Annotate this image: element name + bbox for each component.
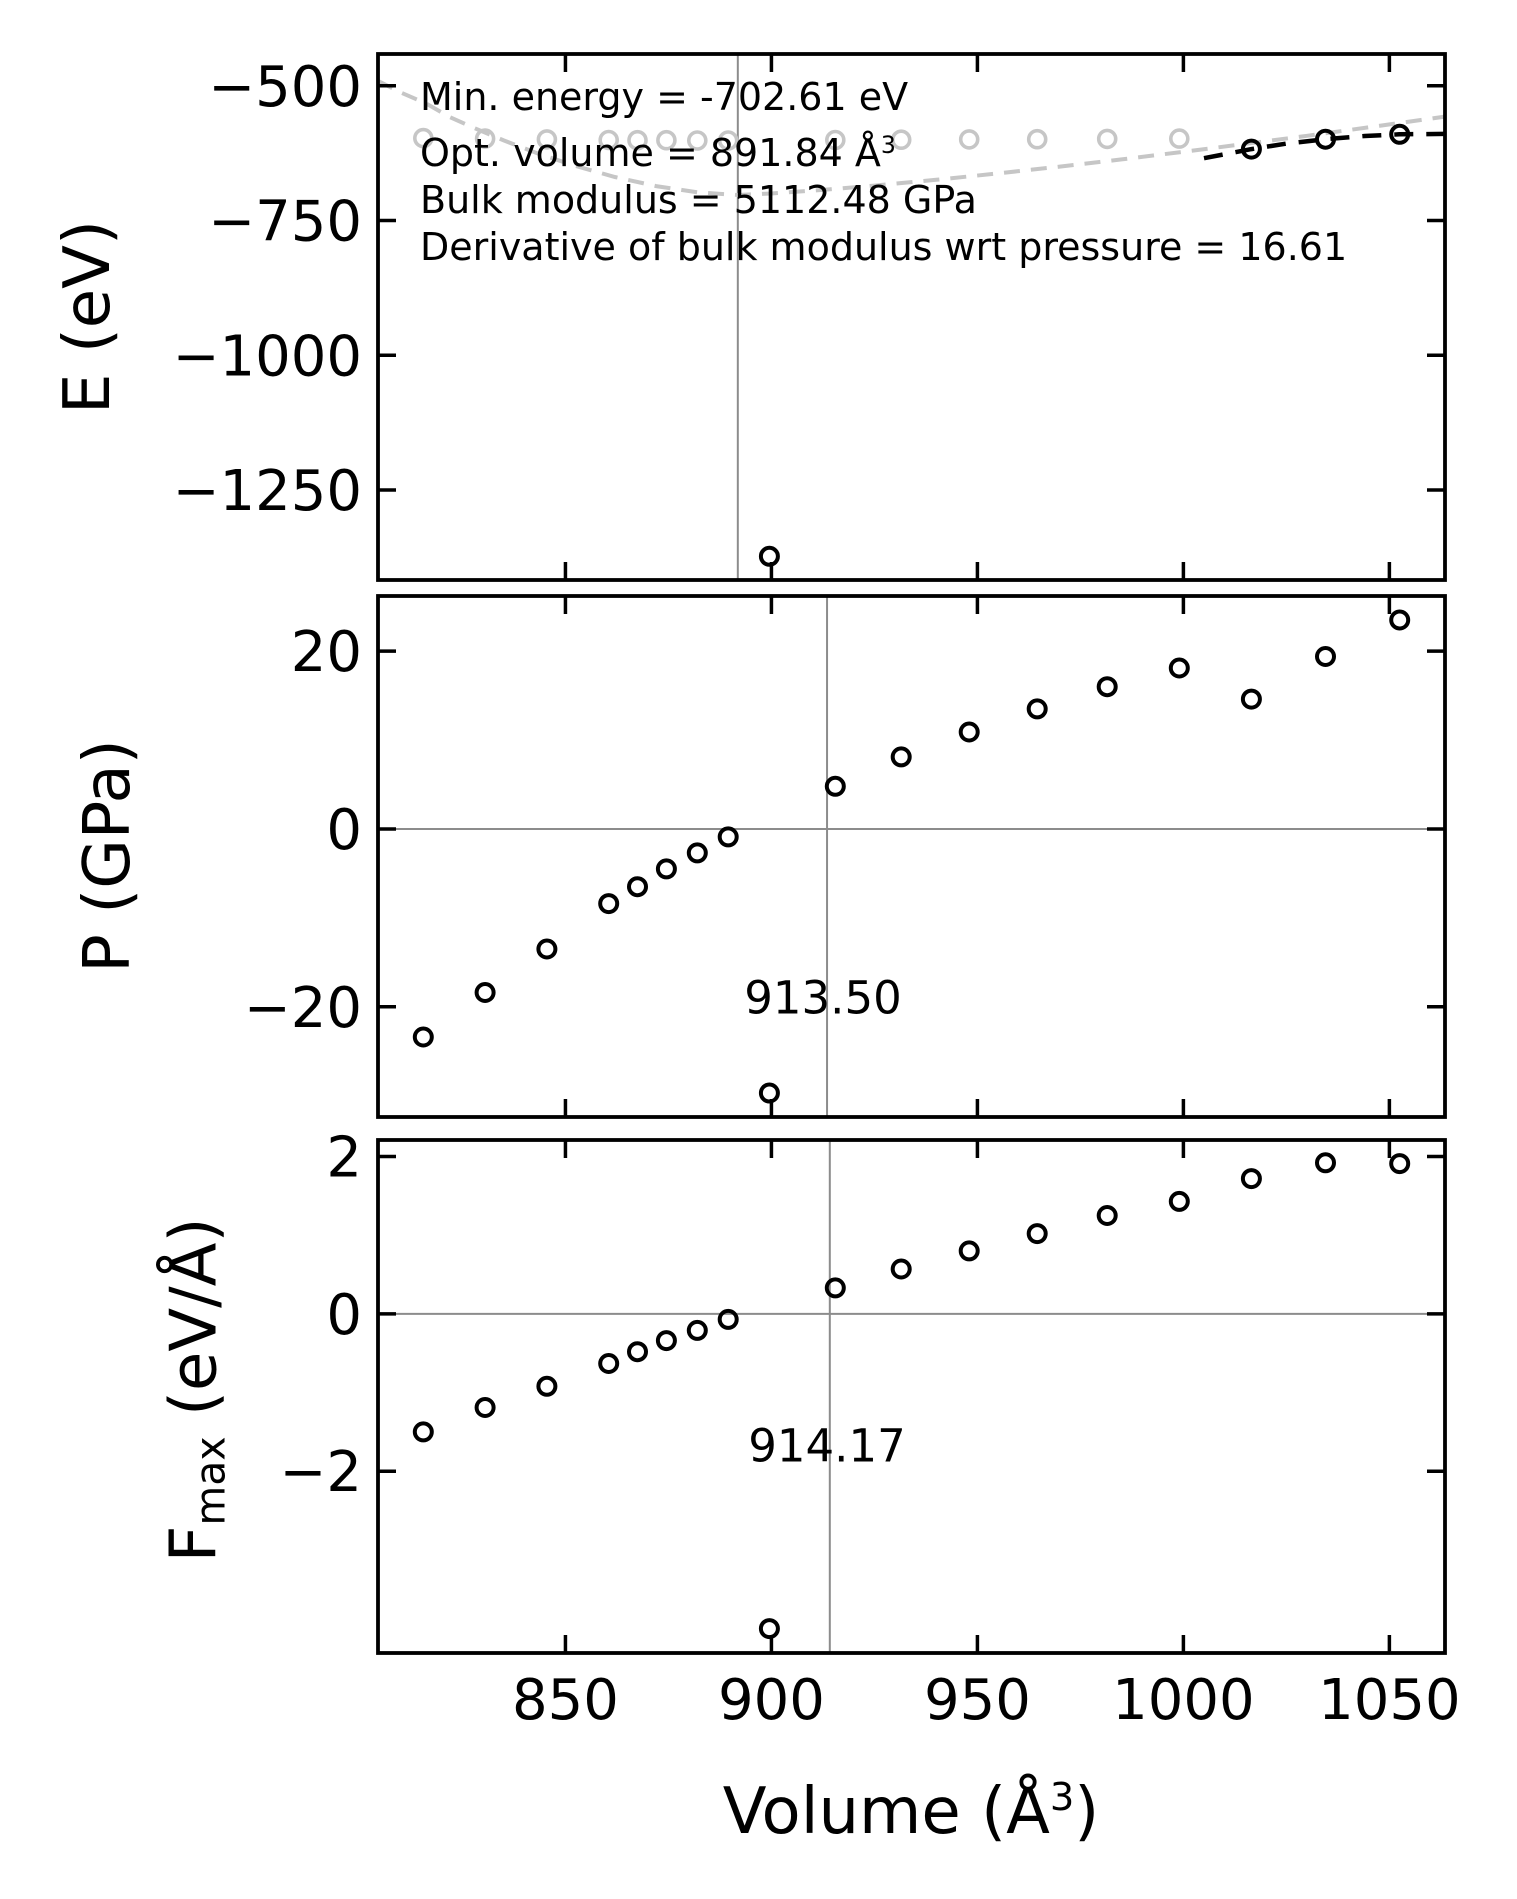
pressure-ytick-label: −20 (244, 976, 362, 1041)
energy-scan-gray-marker (824, 129, 846, 151)
energy-ytick-label: −1000 (173, 324, 362, 389)
force-points-marker (412, 1421, 434, 1443)
energy-scan-gray-marker (1169, 128, 1190, 149)
pressure-points-marker (655, 858, 677, 880)
local-fit-line (1203, 131, 1446, 161)
pressure-points-marker (1096, 676, 1118, 698)
energy-spines (376, 52, 1447, 582)
force-ytick-label: 0 (326, 1283, 362, 1348)
energy-scan-gray-marker (890, 129, 912, 150)
force-ytick-label: −2 (279, 1440, 362, 1505)
pressure-points-marker (598, 893, 620, 915)
pressure-points-marker (536, 938, 558, 960)
force-points-marker (686, 1319, 708, 1341)
pressure-points-marker (1389, 609, 1411, 631)
pressure-points-marker (686, 842, 708, 864)
eos-fit-curve (377, 79, 1446, 198)
energy-scan-gray-marker (958, 129, 980, 150)
energy-scan-gray-marker (474, 128, 496, 149)
pressure-points-marker (758, 1082, 780, 1104)
pressure-points-marker (1315, 646, 1336, 667)
energy-scan-gray-marker (536, 129, 558, 150)
pressure-points-marker (824, 775, 846, 797)
energy-scan-gray-marker (1026, 128, 1048, 150)
force-points-marker (1240, 1168, 1262, 1190)
x-axis-tick-label: 850 (512, 1668, 619, 1733)
force-spines (376, 1138, 1447, 1655)
energy-scan-gray-marker (686, 130, 708, 151)
force-points-marker (1315, 1152, 1336, 1174)
energy-scan-black-marker (1240, 138, 1262, 160)
force-points-marker (1026, 1223, 1048, 1245)
force-points-marker (758, 1618, 780, 1640)
energy-scan-gray-marker (627, 129, 648, 151)
panel-pressure: 20 0 −20 (244, 594, 1447, 1119)
pressure-ytick-label: 0 (326, 798, 362, 863)
force-ytick-label: 2 (326, 1126, 362, 1191)
energy-ytick-label: −750 (208, 190, 362, 255)
force-points-marker (717, 1308, 739, 1330)
force-points-marker (1096, 1205, 1118, 1226)
force-points-marker (824, 1277, 846, 1299)
panel-force: 2 0 −2 850 900 950 1000 1050 (279, 1126, 1460, 1733)
x-axis-tick-label: 950 (924, 1668, 1031, 1733)
energy-scan-black-marker (1389, 123, 1411, 145)
pressure-points-marker (717, 826, 739, 848)
pressure-points-marker (958, 721, 980, 743)
force-points-marker (536, 1375, 558, 1397)
energy-scan-gray-marker (656, 129, 677, 151)
energy-scan-gray-marker (1096, 128, 1118, 150)
force-points-marker (655, 1330, 677, 1352)
panel-energy: −500 −750 −1000 −1250 (173, 52, 1447, 582)
force-points-marker (598, 1353, 620, 1374)
x-axis-tick-label: 1000 (1112, 1668, 1255, 1733)
pressure-points-marker (890, 746, 912, 768)
y-axis-title-pressure: P (GPa) (71, 739, 145, 973)
pressure-points-marker (1240, 688, 1262, 710)
pressure-points-marker (412, 1026, 434, 1048)
pressure-points-marker (1168, 657, 1190, 679)
annotation-bulk-modulus: Bulk modulus = 5112.48 GPa (420, 177, 977, 222)
pressure-spines (376, 594, 1447, 1119)
y-axis-title-energy: E (eV) (51, 220, 125, 414)
force-points-marker (890, 1258, 912, 1280)
energy-scan-black-marker (1315, 128, 1336, 150)
energy-scan-gray-marker (412, 127, 434, 149)
annotation-bulk-modulus-derivative: Derivative of bulk modulus wrt pressure … (420, 225, 1348, 270)
x-axis-tick-label: 1050 (1318, 1668, 1461, 1733)
force-points-marker (627, 1341, 648, 1363)
x-axis-tick-label: 900 (718, 1668, 825, 1733)
energy-ytick-label: −500 (208, 55, 362, 120)
annotation-min-energy: Min. energy = -702.61 eV (420, 75, 909, 119)
force-points-marker (1389, 1153, 1411, 1175)
pressure-points-marker (627, 876, 648, 898)
energy-scan-gray-marker (717, 130, 739, 151)
force-points-marker (1168, 1190, 1190, 1212)
pressure-ytick-label: 20 (291, 620, 362, 685)
fit-results-annotation: Min. energy = -702.61 eV Opt. volume = 8… (420, 74, 1347, 272)
annotation-opt-volume: Opt. volume = 891.84 Å3 (420, 130, 896, 175)
pressure-points-marker (474, 982, 496, 1003)
energy-scan-gray-marker (598, 129, 620, 151)
force-zero-crossing-label: 914.17 (748, 1419, 906, 1473)
force-points-marker (474, 1397, 496, 1418)
force-points-marker (958, 1240, 980, 1262)
energy-ytick-label: −1250 (173, 459, 362, 524)
y-axis-title-force: Fmax (eV/Å) (157, 1217, 235, 1563)
x-axis-title-volume: Volume (Å3) (722, 1774, 1100, 1850)
pressure-zero-crossing-label: 913.50 (744, 971, 902, 1025)
pressure-points-marker (1026, 698, 1048, 720)
energy-outlier-marker (758, 545, 780, 567)
